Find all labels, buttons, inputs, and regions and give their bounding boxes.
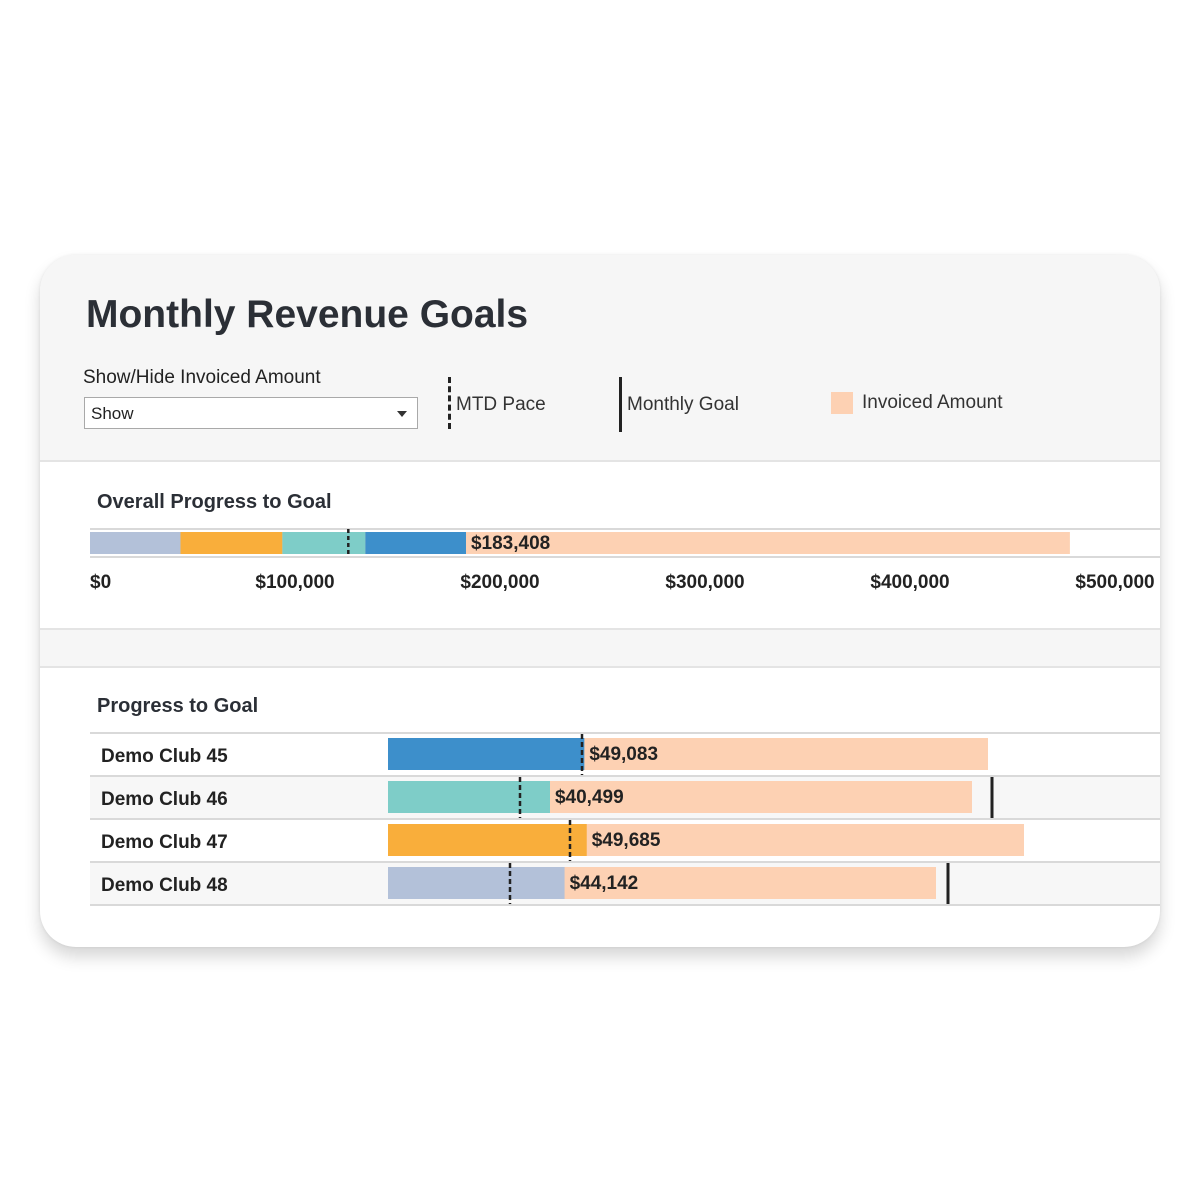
invoiced-amount-swatch-icon <box>831 392 853 414</box>
mtd-pace-legend-icon <box>448 377 451 429</box>
progress-bar <box>388 781 550 813</box>
bar-value-label: $40,499 <box>555 787 624 808</box>
bar-value-label: $49,685 <box>592 830 661 851</box>
progress-bar <box>388 867 565 899</box>
overall-segment-bar <box>90 532 181 554</box>
progress-bar <box>388 824 587 856</box>
overall-segment-bar <box>282 532 366 554</box>
select-value: Show <box>91 404 134 423</box>
overall-segment-bar <box>180 532 283 554</box>
progress-bar <box>388 738 585 770</box>
x-tick-label: $500,000 <box>1075 572 1154 593</box>
club-name-label: Demo Club 47 <box>101 832 228 853</box>
page-title: Monthly Revenue Goals <box>86 293 529 336</box>
x-tick-label: $100,000 <box>255 572 334 593</box>
show-hide-select[interactable]: Show <box>84 397 418 429</box>
bar-value-label: $49,083 <box>589 744 658 765</box>
section-divider <box>40 628 1160 668</box>
dashboard-header: Monthly Revenue Goals Show/Hide Invoiced… <box>40 255 1160 462</box>
x-tick-label: $200,000 <box>460 572 539 593</box>
monthly-goal-legend-icon <box>619 377 622 432</box>
progress-chart: $183,408 $0 $100,000 $200,000 $300,000 $400,0… <box>90 528 1160 906</box>
overall-progress-title: Overall Progress to Goal <box>97 491 332 513</box>
bar-value-label: $44,142 <box>570 873 639 894</box>
overall-segment-bar <box>365 532 466 554</box>
x-tick-label: $300,000 <box>665 572 744 593</box>
legend-mtd-pace: MTD Pace <box>456 394 546 415</box>
overall-total-label: $183,408 <box>471 533 550 554</box>
filter-label: Show/Hide Invoiced Amount <box>83 367 321 388</box>
club-name-label: Demo Club 48 <box>101 875 228 896</box>
club-name-label: Demo Club 45 <box>101 746 228 767</box>
legend-monthly-goal: Monthly Goal <box>627 394 739 415</box>
club-name-label: Demo Club 46 <box>101 789 228 810</box>
chevron-down-icon[interactable] <box>397 411 407 417</box>
legend-invoiced-amount: Invoiced Amount <box>862 392 1003 413</box>
x-tick-label: $0 <box>90 572 111 593</box>
progress-to-goal-title: Progress to Goal <box>97 695 259 717</box>
x-tick-label: $400,000 <box>870 572 949 593</box>
dashboard-card: Monthly Revenue Goals Show/Hide Invoiced… <box>40 255 1160 947</box>
